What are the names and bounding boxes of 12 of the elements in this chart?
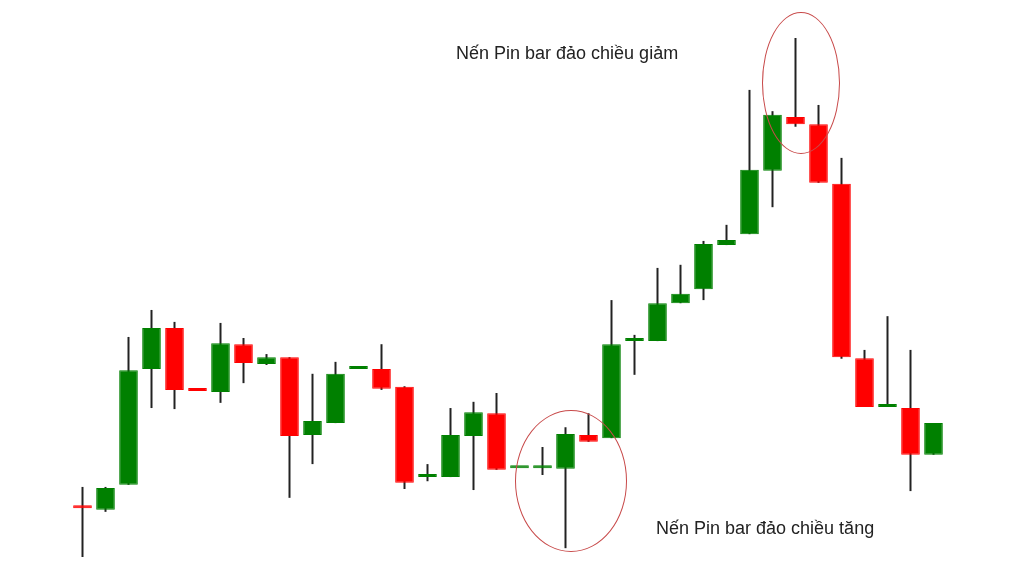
- annotation: Nến Pin bar đảo chiều tăng: [656, 518, 875, 539]
- candlestick: [579, 412, 598, 443]
- annotation: Nến Pin bar đảo chiều giảm: [456, 43, 679, 64]
- candlestick: [464, 400, 483, 492]
- candlestick: [303, 372, 322, 466]
- candlestick: [625, 333, 644, 376]
- candlestick: [74, 485, 91, 558]
- candlestick: [533, 445, 552, 476]
- candlestick: [96, 485, 115, 513]
- candlestick: [786, 37, 805, 128]
- candlestick: [671, 263, 690, 305]
- candlestick: [878, 315, 897, 409]
